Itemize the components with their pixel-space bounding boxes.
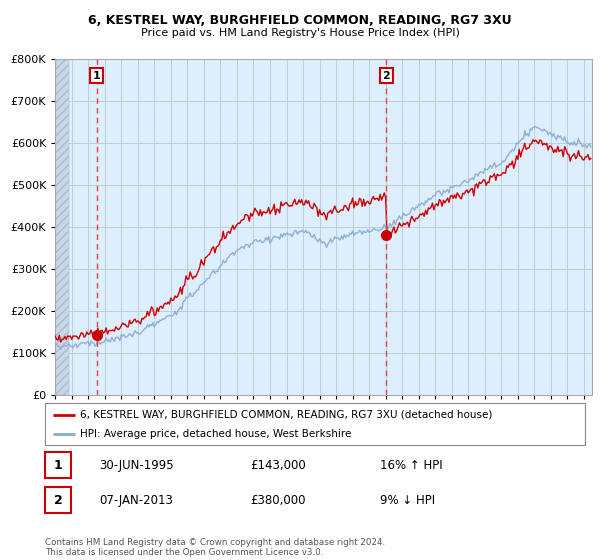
Bar xyxy=(45,487,71,514)
Text: Contains HM Land Registry data © Crown copyright and database right 2024.
This d: Contains HM Land Registry data © Crown c… xyxy=(45,538,385,557)
Text: 6, KESTREL WAY, BURGHFIELD COMMON, READING, RG7 3XU (detached house): 6, KESTREL WAY, BURGHFIELD COMMON, READI… xyxy=(80,409,493,419)
Text: 16% ↑ HPI: 16% ↑ HPI xyxy=(380,459,442,472)
Text: 2: 2 xyxy=(53,494,62,507)
Text: 07-JAN-2013: 07-JAN-2013 xyxy=(99,494,173,507)
Bar xyxy=(55,59,69,395)
Text: 1: 1 xyxy=(53,459,62,472)
Text: 9% ↓ HPI: 9% ↓ HPI xyxy=(380,494,435,507)
Text: Price paid vs. HM Land Registry's House Price Index (HPI): Price paid vs. HM Land Registry's House … xyxy=(140,28,460,38)
Text: £380,000: £380,000 xyxy=(250,494,306,507)
Bar xyxy=(45,452,71,478)
Text: 6, KESTREL WAY, BURGHFIELD COMMON, READING, RG7 3XU: 6, KESTREL WAY, BURGHFIELD COMMON, READI… xyxy=(88,14,512,27)
Text: 2: 2 xyxy=(383,71,391,81)
Text: 30-JUN-1995: 30-JUN-1995 xyxy=(99,459,173,472)
Text: HPI: Average price, detached house, West Berkshire: HPI: Average price, detached house, West… xyxy=(80,429,352,439)
Text: £143,000: £143,000 xyxy=(250,459,306,472)
Text: 1: 1 xyxy=(92,71,100,81)
